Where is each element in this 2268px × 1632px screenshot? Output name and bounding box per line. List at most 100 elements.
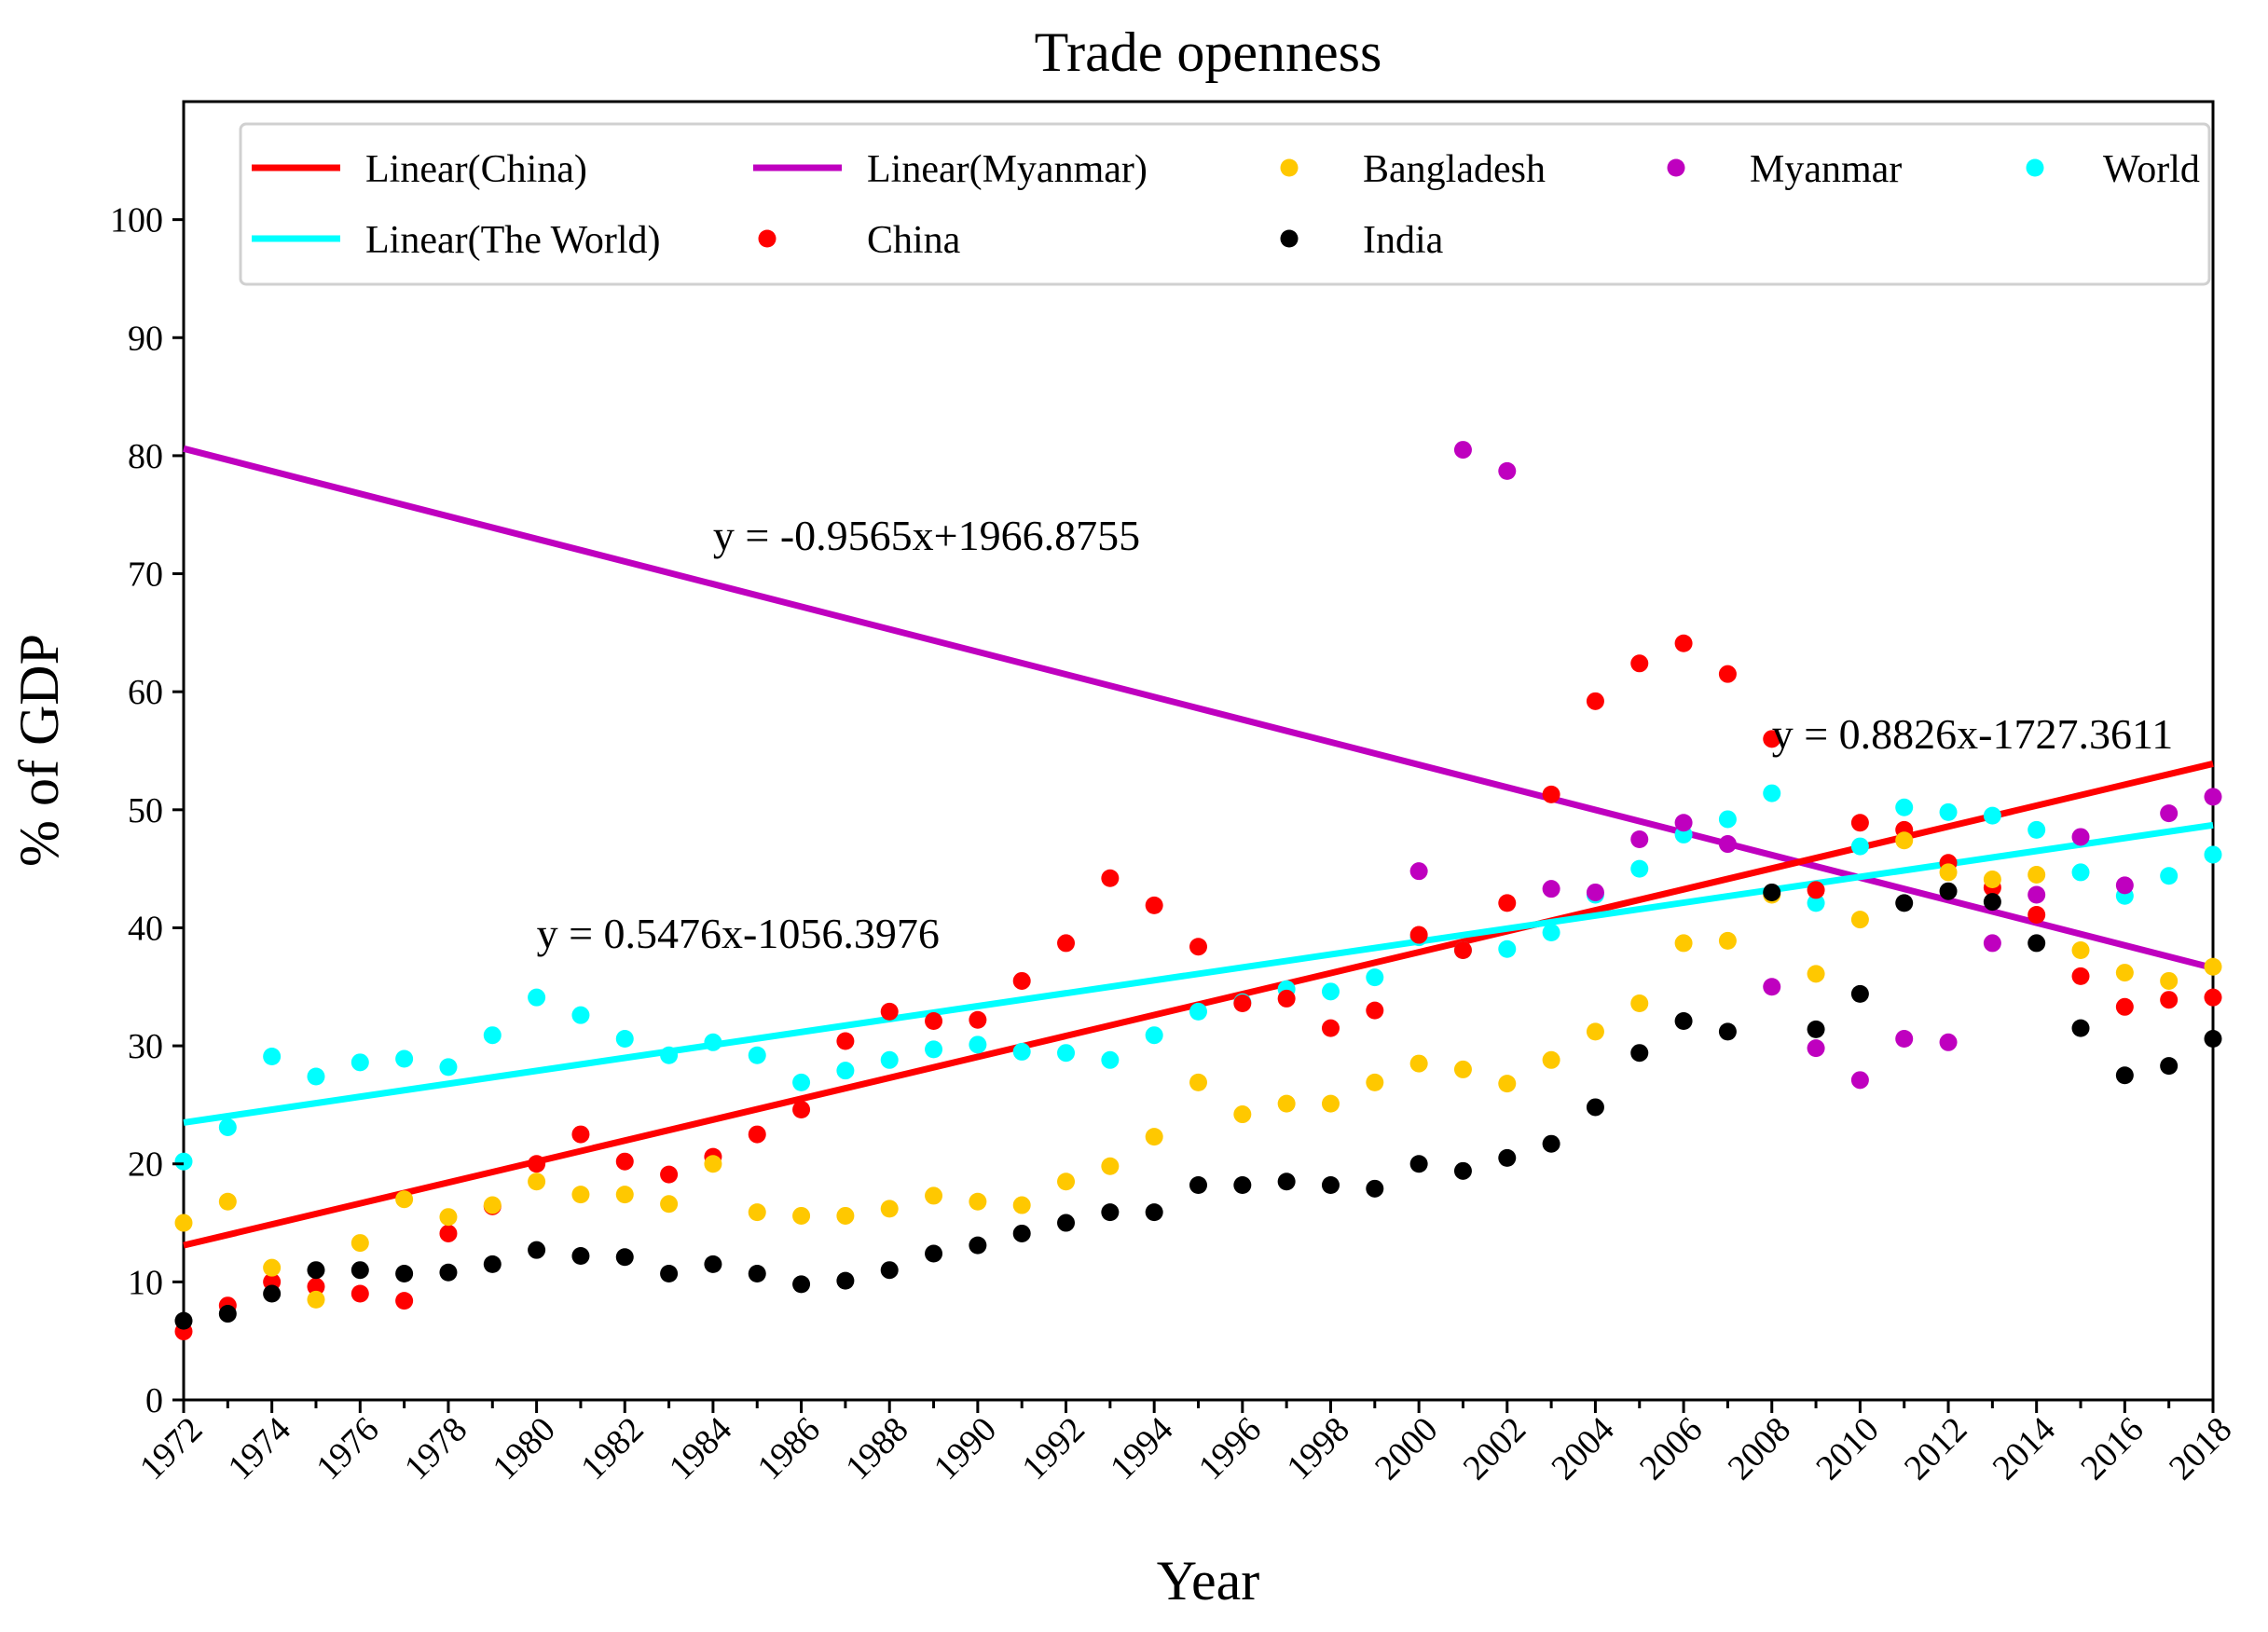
x-tick-label: 2000 — [1368, 1410, 1445, 1488]
point-india — [1145, 1203, 1163, 1222]
point-china — [925, 1011, 943, 1030]
y-tick-label: 0 — [145, 1381, 163, 1420]
legend-label: Linear(Myanmar) — [867, 148, 1148, 191]
point-india — [1983, 893, 2001, 912]
legend-entry-bangladesh: Bangladesh — [1280, 148, 1546, 191]
point-india — [395, 1264, 414, 1282]
point-myanmar — [1542, 880, 1560, 898]
point-china — [1057, 934, 1076, 953]
x-tick-label: 1980 — [486, 1410, 563, 1488]
point-china — [1233, 994, 1252, 1013]
point-world — [1983, 806, 2001, 825]
point-china — [1321, 1019, 1340, 1037]
point-myanmar — [1453, 441, 1472, 459]
point-bangladesh — [439, 1208, 458, 1227]
point-bangladesh — [1321, 1094, 1340, 1113]
trendline-linear-the-world — [183, 821, 2214, 1126]
point-world — [1057, 1044, 1076, 1063]
y-axis: 0 10 20 30 40 50 60 70 80 90 100 — [110, 201, 184, 1420]
legend-dot-swatch — [2026, 158, 2044, 177]
point-india — [1277, 1173, 1296, 1191]
legend-entry-linear-the-world: Linear(The World) — [252, 219, 661, 262]
point-india — [1453, 1161, 1472, 1180]
point-bangladesh — [1277, 1094, 1296, 1113]
point-india — [439, 1263, 458, 1282]
point-china — [2027, 906, 2046, 925]
point-india — [263, 1284, 282, 1303]
point-india — [483, 1255, 502, 1273]
x-tick-label: 2006 — [1632, 1410, 1710, 1488]
scatter-layer — [174, 441, 2222, 1341]
point-world — [836, 1062, 855, 1080]
point-myanmar — [1807, 1039, 1825, 1058]
point-world — [351, 1053, 369, 1072]
point-world — [439, 1058, 458, 1077]
point-india — [1101, 1203, 1120, 1222]
point-india — [1674, 1011, 1693, 1030]
point-china — [1542, 785, 1560, 803]
point-bangladesh — [1189, 1073, 1207, 1091]
legend-entry-myanmar: Myanmar — [1667, 148, 1902, 191]
point-world — [1101, 1050, 1120, 1069]
point-bangladesh — [1674, 934, 1693, 953]
series-bangladesh — [174, 831, 2222, 1309]
point-myanmar — [1895, 1029, 1914, 1048]
chart-title: Trade openness — [1035, 21, 1382, 83]
point-china — [660, 1165, 679, 1184]
point-bangladesh — [1409, 1054, 1428, 1073]
point-china — [2071, 967, 2090, 985]
point-bangladesh — [2027, 865, 2046, 884]
point-bangladesh — [880, 1200, 899, 1218]
point-world — [2160, 867, 2179, 885]
point-myanmar — [1586, 883, 1604, 901]
x-tick-label: 1992 — [1014, 1410, 1092, 1488]
point-india — [2115, 1066, 2134, 1085]
point-bangladesh — [263, 1258, 282, 1277]
point-india — [1233, 1176, 1252, 1195]
point-bangladesh — [1939, 863, 1958, 882]
point-bangladesh — [1453, 1060, 1472, 1078]
y-tick-label: 70 — [128, 555, 163, 595]
plot-area: y = -0.9565x+1966.8755 y = 0.8826x-1727.3… — [174, 100, 2222, 1402]
legend-entry-india: India — [1280, 219, 1444, 262]
legend-box — [239, 122, 2211, 286]
point-bangladesh — [748, 1203, 766, 1222]
legend-label: India — [1363, 219, 1444, 262]
point-myanmar — [1409, 862, 1428, 881]
point-india — [1586, 1098, 1604, 1117]
point-china — [571, 1125, 590, 1144]
point-china — [1189, 938, 1207, 956]
point-bangladesh — [218, 1192, 237, 1211]
point-india — [528, 1241, 546, 1259]
point-china — [307, 1277, 325, 1296]
point-bangladesh — [1586, 1022, 1604, 1041]
point-china — [615, 1152, 634, 1171]
x-tick-label: 2018 — [2162, 1410, 2239, 1488]
point-world — [395, 1049, 414, 1068]
point-world — [2071, 863, 2090, 882]
point-world — [2204, 845, 2222, 864]
legend-label: World — [2103, 148, 2200, 191]
point-china — [1277, 989, 1296, 1008]
point-india — [1718, 1022, 1737, 1041]
legend-entry-linear-china: Linear(China) — [252, 148, 587, 191]
point-world — [483, 1026, 502, 1045]
point-myanmar — [2204, 788, 2222, 806]
point-bangladesh — [2204, 957, 2222, 976]
legend-label: Bangladesh — [1363, 148, 1546, 191]
point-india — [615, 1248, 634, 1267]
y-tick-label: 90 — [128, 319, 163, 358]
point-india — [2071, 1019, 2090, 1037]
point-india — [1498, 1148, 1517, 1167]
point-china — [528, 1155, 546, 1173]
x-tick-label: 2002 — [1456, 1410, 1533, 1488]
point-bangladesh — [174, 1214, 193, 1232]
legend-label: Linear(China) — [365, 148, 587, 191]
legend-entry-world: World — [2026, 148, 2200, 191]
point-myanmar — [2160, 804, 2179, 823]
legend-label: Myanmar — [1750, 148, 1902, 191]
point-india — [925, 1244, 943, 1263]
equation-labels: y = -0.9565x+1966.8755 y = 0.8826x-1727.3… — [537, 512, 2174, 957]
point-world — [1542, 924, 1560, 942]
